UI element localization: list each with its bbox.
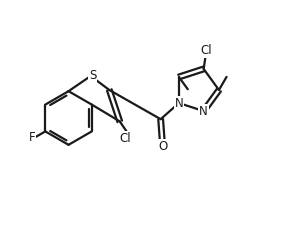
- Text: S: S: [89, 69, 96, 82]
- Text: N: N: [199, 105, 208, 118]
- Text: O: O: [158, 140, 168, 153]
- Text: Cl: Cl: [201, 44, 212, 58]
- Text: Cl: Cl: [119, 132, 131, 145]
- Text: N: N: [174, 97, 183, 110]
- Text: F: F: [29, 131, 35, 144]
